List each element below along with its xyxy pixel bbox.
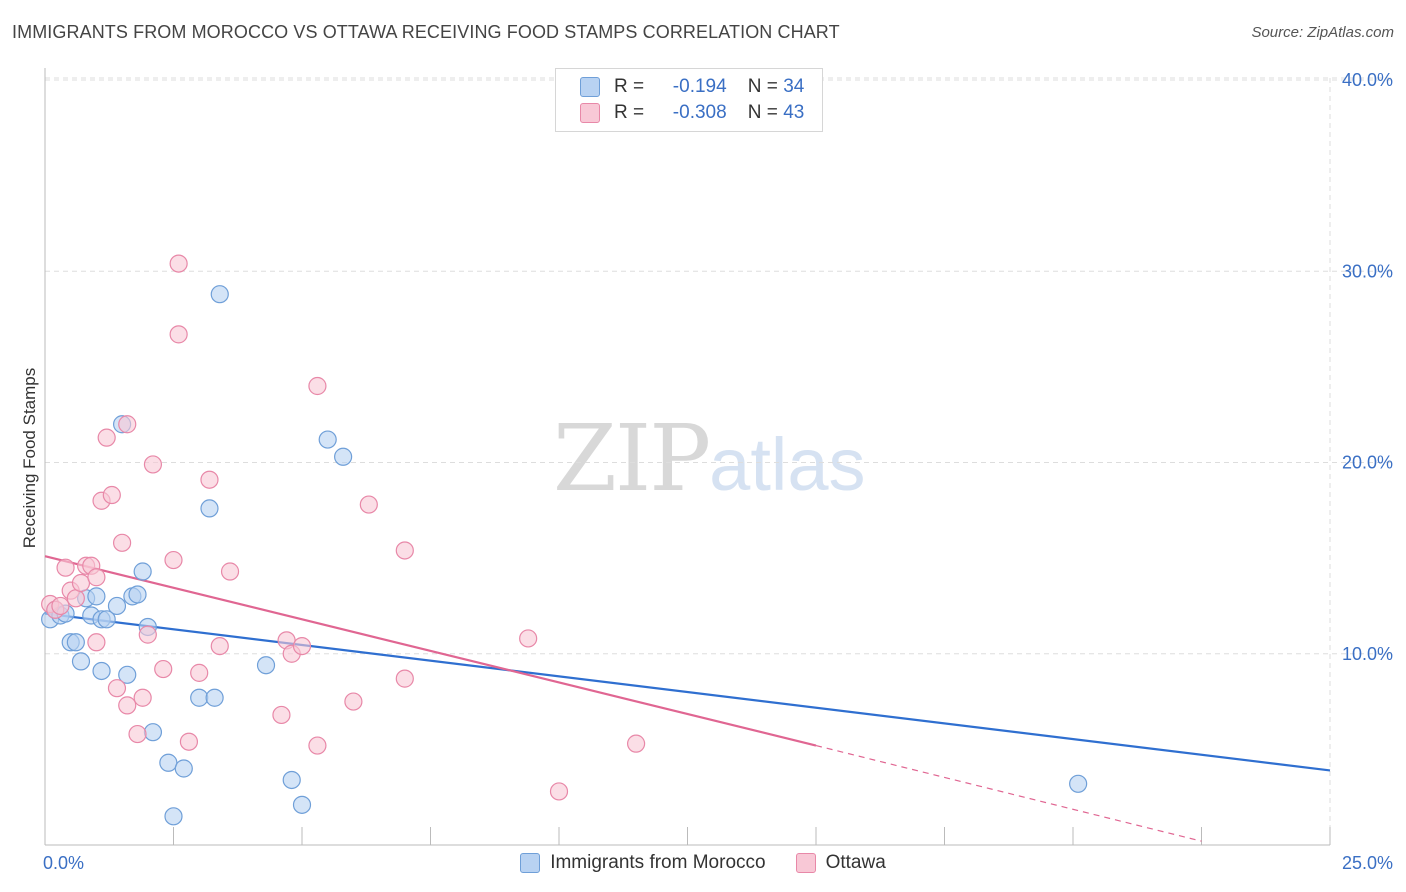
tick-labels: 10.0% 20.0% 30.0% 40.0% 0.0% 25.0% <box>43 70 1393 873</box>
data-point-ottawa <box>56 558 75 577</box>
data-point-ottawa <box>107 679 127 698</box>
data-point-morocco <box>1069 774 1088 793</box>
data-point-ottawa <box>308 736 327 755</box>
data-point-ottawa <box>102 485 121 505</box>
data-point-ottawa <box>210 636 229 656</box>
trend-lines <box>44 555 1331 842</box>
axes <box>44 68 1331 846</box>
data-point-ottawa <box>164 550 183 570</box>
data-point-ottawa <box>118 415 137 434</box>
data-point-morocco <box>159 753 178 772</box>
data-point-morocco <box>71 652 91 671</box>
grid-lines <box>45 77 1395 845</box>
watermark-atlas: atlas <box>709 423 866 506</box>
data-point-morocco <box>66 633 85 652</box>
data-point-ottawa <box>133 688 152 707</box>
series-legend-morocco: Immigrants from Morocco <box>520 852 766 874</box>
data-point-ottawa <box>169 325 188 344</box>
data-point-ottawa <box>272 705 291 725</box>
data-point-ottawa <box>395 669 414 688</box>
data-point-ottawa <box>118 696 137 715</box>
data-point-ottawa <box>626 734 646 753</box>
watermark-zip: ZIP <box>553 405 711 512</box>
data-point-ottawa <box>359 495 378 514</box>
data-point-ottawa <box>190 663 209 682</box>
series-legend-ottawa: Ottawa <box>795 852 886 874</box>
data-point-ottawa <box>169 254 188 273</box>
data-point-ottawa <box>200 470 219 489</box>
data-point-ottawa <box>292 636 312 656</box>
legend-row-ottawa: R = -0.308 N = 43 <box>580 101 804 125</box>
legend-n-label: N = <box>747 76 778 97</box>
legend-n-label: N = <box>747 102 778 123</box>
correlation-legend: R = -0.194 N = 34 R = -0.308 N = 43 <box>555 68 823 132</box>
data-point-ottawa <box>66 589 85 608</box>
data-point-morocco <box>164 807 183 826</box>
legend-swatch-ottawa <box>580 103 600 123</box>
data-point-ottawa <box>220 562 240 581</box>
data-point-ottawa <box>128 724 147 744</box>
data-point-morocco <box>256 656 276 675</box>
data-point-ottawa <box>549 782 569 801</box>
trend-line-ottawa <box>44 555 817 747</box>
y-tick-label: 10.0% <box>1342 644 1393 664</box>
data-point-ottawa <box>143 455 163 474</box>
data-point-ottawa <box>112 533 132 552</box>
legend-r-label: R = <box>614 76 645 97</box>
data-point-ottawa <box>395 541 414 560</box>
data-point-morocco <box>200 499 219 518</box>
data-point-ottawa <box>71 573 91 593</box>
data-point-morocco <box>118 665 137 684</box>
data-point-morocco <box>174 759 193 778</box>
series-swatch-morocco <box>520 853 541 873</box>
series-label-ottawa: Ottawa <box>825 852 886 873</box>
data-point-ottawa <box>179 732 199 751</box>
watermark: ZIPatlas <box>553 405 865 512</box>
y-tick-label: 20.0% <box>1342 453 1393 473</box>
series-label-morocco: Immigrants from Morocco <box>550 852 766 873</box>
data-point-ottawa <box>344 692 363 711</box>
data-point-morocco <box>133 562 152 581</box>
data-point-morocco <box>318 430 337 449</box>
legend-r-value: -0.194 <box>672 76 727 97</box>
data-point-ottawa <box>519 629 538 648</box>
data-point-morocco <box>210 285 229 304</box>
data-point-morocco <box>143 723 163 742</box>
data-point-morocco <box>97 610 116 629</box>
data-point-ottawa <box>154 659 173 679</box>
data-point-ottawa <box>138 625 157 644</box>
series-legend: Immigrants from Morocco Ottawa <box>0 852 1406 874</box>
data-points <box>41 254 1088 826</box>
data-point-ottawa <box>97 428 116 447</box>
data-point-ottawa <box>51 596 70 616</box>
chart-title: IMMIGRANTS FROM MOROCCO VS OTTAWA RECEIV… <box>12 22 840 42</box>
x-tick-label: 25.0% <box>1342 853 1393 873</box>
trend-line-ottawa-extension <box>815 744 1202 842</box>
legend-r-label: R = <box>614 102 645 123</box>
legend-n-value: 43 <box>783 102 805 123</box>
x-tick-label: 0.0% <box>43 853 84 873</box>
data-point-ottawa <box>308 376 327 396</box>
data-point-morocco <box>92 661 111 681</box>
data-point-ottawa <box>87 633 106 652</box>
data-point-morocco <box>292 795 312 814</box>
legend-row-morocco: R = -0.194 N = 34 <box>580 75 804 99</box>
data-point-morocco <box>282 770 301 790</box>
data-point-morocco <box>334 447 353 466</box>
legend-swatch-morocco <box>580 77 600 97</box>
y-tick-label: 30.0% <box>1342 261 1393 281</box>
data-point-ottawa <box>87 568 106 587</box>
data-point-morocco <box>107 596 127 616</box>
data-point-morocco <box>190 688 209 707</box>
y-tick-label: 40.0% <box>1342 70 1393 90</box>
trend-line-morocco <box>44 612 1331 772</box>
source-label: Source: ZipAtlas.com <box>1251 24 1394 41</box>
legend-n-value: 34 <box>783 76 805 97</box>
data-point-morocco <box>87 587 106 606</box>
series-swatch-ottawa <box>795 853 816 873</box>
data-point-morocco <box>205 688 224 707</box>
data-point-morocco <box>128 585 147 604</box>
legend-r-value: -0.308 <box>672 102 727 123</box>
